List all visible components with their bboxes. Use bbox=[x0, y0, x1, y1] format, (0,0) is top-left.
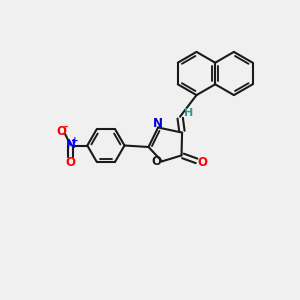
Text: O: O bbox=[197, 156, 207, 169]
Text: N: N bbox=[152, 117, 163, 130]
Text: O: O bbox=[56, 125, 66, 138]
Text: +: + bbox=[70, 136, 78, 145]
Text: N: N bbox=[65, 138, 76, 152]
Text: -: - bbox=[64, 122, 68, 132]
Text: O: O bbox=[65, 156, 76, 170]
Text: O: O bbox=[152, 155, 162, 168]
Text: H: H bbox=[184, 108, 193, 118]
